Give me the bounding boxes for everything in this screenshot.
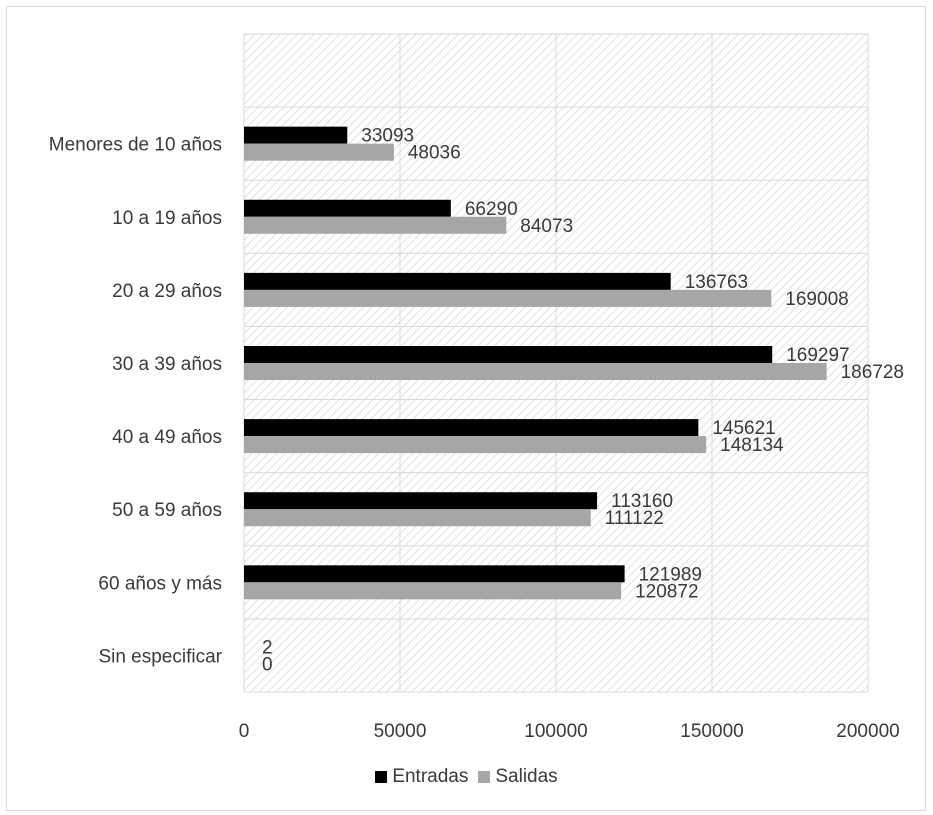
bar-entradas — [244, 492, 598, 510]
data-label-entradas: 145621 — [712, 418, 775, 439]
bar-entradas — [244, 565, 625, 583]
data-label-salidas: 48036 — [408, 143, 461, 164]
y-category-label: Sin especificar — [98, 646, 222, 667]
y-category-label: Menores de 10 años — [49, 135, 222, 156]
data-label-salidas: 169008 — [785, 289, 848, 310]
bar-salidas — [244, 216, 507, 234]
y-category-label: 40 a 49 años — [112, 427, 222, 448]
data-label-salidas: 120872 — [635, 581, 698, 602]
data-label-entradas: 136763 — [685, 272, 748, 293]
y-category-label: 50 a 59 años — [112, 500, 222, 521]
bar-salidas — [244, 509, 591, 527]
x-tick-label: 50000 — [374, 721, 427, 742]
legend-swatch — [478, 771, 491, 783]
x-tick-label: 100000 — [524, 721, 587, 742]
data-label-entradas: 169297 — [786, 345, 849, 366]
y-category-label: 20 a 29 años — [112, 281, 222, 302]
data-label-salidas: 0 — [262, 654, 273, 675]
legend-item-entradas: Entradas — [375, 766, 468, 788]
bar-salidas — [244, 582, 622, 600]
data-label-entradas: 33093 — [361, 126, 414, 147]
data-label-entradas: 113160 — [611, 491, 673, 512]
legend-swatch — [375, 771, 388, 783]
y-category-label: 60 años y más — [98, 573, 222, 594]
bar-entradas — [244, 419, 699, 437]
x-tick-label: 0 — [239, 721, 250, 742]
data-label-salidas: 111122 — [605, 508, 664, 529]
bar-entradas — [244, 272, 671, 290]
data-label-entradas: 66290 — [465, 199, 518, 220]
legend-label: Salidas — [495, 766, 558, 787]
bar-salidas — [244, 289, 772, 307]
data-label-entradas: 2 — [262, 637, 273, 658]
data-label-salidas: 186728 — [841, 362, 904, 383]
legend-item-salidas: Salidas — [478, 766, 558, 788]
legend-label: Entradas — [392, 766, 469, 787]
data-label-entradas: 121989 — [639, 564, 702, 585]
data-label-salidas: 148134 — [720, 435, 784, 456]
bar-entradas — [244, 346, 773, 363]
bar-salidas — [244, 436, 707, 454]
bar-entradas — [244, 199, 451, 217]
bar-salidas — [244, 363, 827, 380]
x-tick-label: 200000 — [836, 721, 899, 742]
legend: Entradas Salidas — [0, 766, 933, 789]
y-category-label: 10 a 19 años — [112, 208, 222, 229]
bar-salidas — [244, 143, 394, 161]
bar-entradas — [244, 126, 348, 144]
y-category-label: 30 a 39 años — [112, 354, 222, 375]
data-label-salidas: 84073 — [520, 216, 573, 237]
x-tick-label: 150000 — [680, 721, 743, 742]
